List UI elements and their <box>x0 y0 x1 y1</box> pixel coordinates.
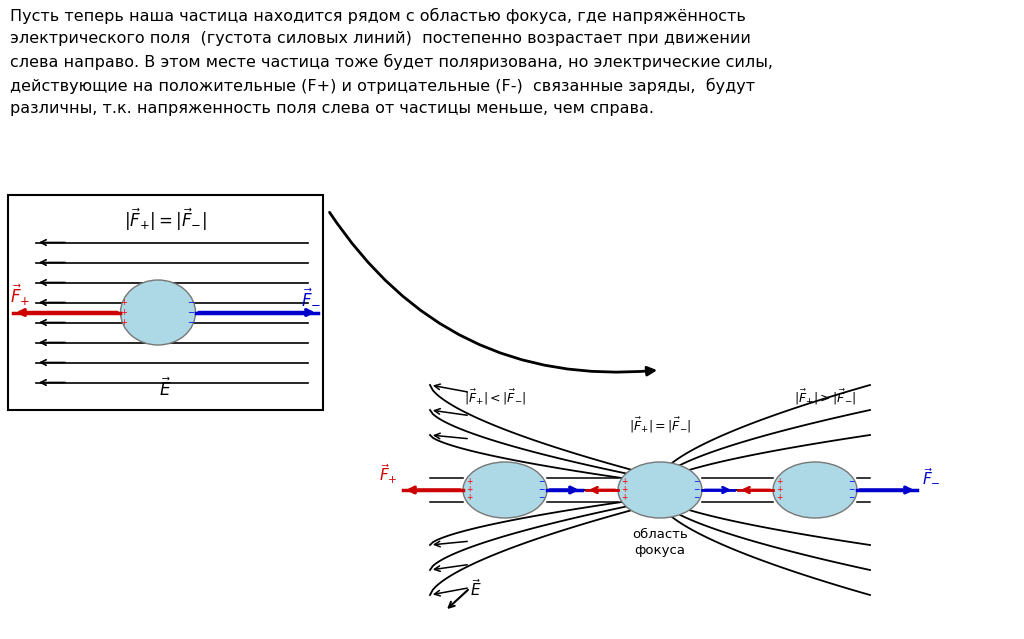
Text: +: + <box>776 493 782 502</box>
Text: Пусть теперь наша частица находится рядом с областью фокуса, где напряжённость
э: Пусть теперь наша частица находится рядо… <box>10 8 773 116</box>
Text: $|\vec{F}_{+}| = |\vec{F}_{-}|$: $|\vec{F}_{+}| = |\vec{F}_{-}|$ <box>629 416 691 435</box>
Text: $\vec{E}$: $\vec{E}$ <box>470 578 481 599</box>
Text: $\vec{F}_{-}$: $\vec{F}_{-}$ <box>922 468 941 486</box>
Text: −: − <box>693 486 699 495</box>
Text: −: − <box>187 308 195 317</box>
Text: +: + <box>621 493 627 502</box>
Text: +: + <box>621 477 627 486</box>
Text: +: + <box>121 318 127 327</box>
Text: −: − <box>538 477 544 486</box>
Text: +: + <box>776 486 782 495</box>
Text: $|\vec{F}_{+}| > |\vec{F}_{-}|$: $|\vec{F}_{+}| > |\vec{F}_{-}|$ <box>794 388 856 407</box>
Text: $\vec{F}_{-}$: $\vec{F}_{-}$ <box>301 289 321 309</box>
Text: −: − <box>187 298 195 307</box>
Text: +: + <box>466 486 472 495</box>
Text: −: − <box>848 493 854 502</box>
Text: $\vec{F}_{+}$: $\vec{F}_{+}$ <box>10 283 31 309</box>
Text: −: − <box>848 486 854 495</box>
Text: +: + <box>466 477 472 486</box>
Text: $\vec{E}$: $\vec{E}$ <box>160 378 172 400</box>
Ellipse shape <box>773 462 857 518</box>
Ellipse shape <box>121 280 196 345</box>
Text: −: − <box>538 486 544 495</box>
Text: $|\vec{F}_{+}| < |\vec{F}_{-}|$: $|\vec{F}_{+}| < |\vec{F}_{-}|$ <box>464 388 526 407</box>
Ellipse shape <box>618 462 702 518</box>
Text: +: + <box>776 477 782 486</box>
Text: +: + <box>121 308 127 317</box>
Text: $\vec{F}_{+}$: $\vec{F}_{+}$ <box>379 463 398 486</box>
Text: −: − <box>848 477 854 486</box>
Text: −: − <box>693 493 699 502</box>
Ellipse shape <box>463 462 547 518</box>
Text: область
фокуса: область фокуса <box>632 528 688 557</box>
Text: +: + <box>621 486 627 495</box>
Text: −: − <box>538 493 544 502</box>
Text: +: + <box>466 493 472 502</box>
FancyArrowPatch shape <box>330 212 654 375</box>
Text: −: − <box>693 477 699 486</box>
Bar <box>8 195 323 410</box>
Text: −: − <box>187 318 195 327</box>
Text: $|\vec{F}_{+}| = |\vec{F}_{-}|$: $|\vec{F}_{+}| = |\vec{F}_{-}|$ <box>124 207 207 233</box>
Text: +: + <box>121 298 127 307</box>
